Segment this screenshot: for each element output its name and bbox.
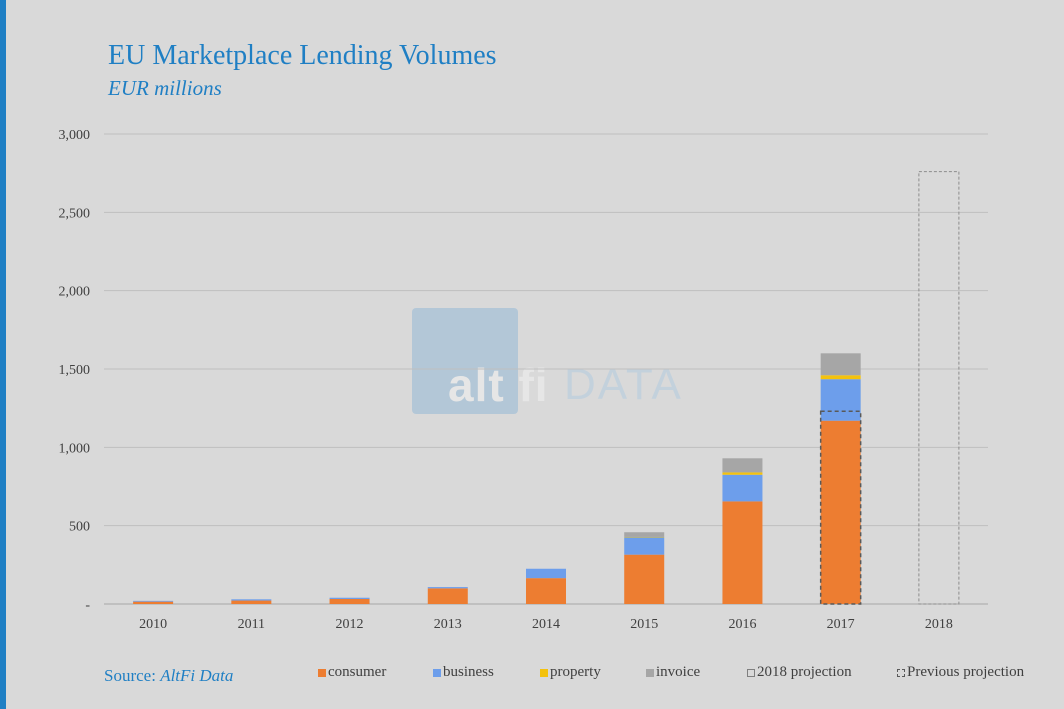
x-axis: 2010 2011 2012 2013 2014 2015 2016 2017 2018 (139, 617, 953, 632)
legend-label-previous-projection: Previous projection (907, 664, 1025, 680)
bar-invoice-2016 (722, 458, 763, 473)
bar-business-2012 (329, 597, 370, 599)
x-tick-label: 2018 (925, 617, 953, 632)
legend-item-consumer: consumer (318, 664, 386, 681)
bar-consumer-2013 (427, 588, 468, 604)
legend-swatch-invoice (646, 668, 654, 677)
bar-invoice-2015 (624, 532, 665, 537)
bar-business-2013 (427, 587, 468, 589)
bar-business-2015 (624, 537, 665, 555)
bar-consumer-2011 (231, 600, 272, 604)
source-note: Source: AltFi Data (104, 666, 233, 686)
y-tick-label: 2,500 (59, 206, 91, 221)
y-axis: - 500 1,000 1,500 2,000 2,500 3,000 (59, 128, 91, 613)
bar-business-2014 (526, 568, 566, 579)
bar-property-2016 (722, 472, 763, 475)
y-tick-label: 500 (69, 520, 90, 535)
legend-label-property: property (550, 664, 601, 680)
legend-item-business: business (433, 664, 494, 681)
bar-business-2017 (820, 379, 861, 421)
bars (133, 171, 960, 605)
legend-item-property: property (540, 664, 601, 681)
bar-consumer-2014 (526, 578, 566, 604)
legend-swatch-consumer (318, 668, 326, 677)
legend: consumer business property invoice 2018 … (0, 664, 1064, 686)
bar-2018-projection (918, 171, 960, 605)
y-tick-label: 2,000 (59, 285, 91, 300)
bar-consumer-2016 (722, 501, 763, 604)
y-tick-label: 1,500 (59, 363, 91, 378)
legend-item-previous-projection: Previous projection (897, 664, 1024, 681)
bar-consumer-2017 (820, 420, 861, 604)
legend-swatch-previous-projection (897, 668, 905, 677)
bar-consumer-2010 (133, 601, 174, 604)
chart-title: EU Marketplace Lending Volumes (108, 40, 497, 71)
bar-property-2017 (820, 375, 861, 380)
bar-consumer-2015 (624, 554, 665, 604)
altfi-data-watermark: alt fi DATA (412, 308, 702, 414)
x-tick-label: 2014 (532, 617, 560, 632)
y-tick-label: 1,000 (59, 441, 91, 456)
legend-swatch-business (433, 668, 441, 677)
left-accent-bar (0, 0, 6, 709)
legend-swatch-2018-projection (747, 668, 755, 677)
legend-label-business: business (443, 664, 494, 680)
watermark-logo-text: alt fi (448, 359, 549, 411)
source-prefix: Source: (104, 666, 161, 685)
bar-business-2016 (722, 474, 763, 502)
legend-label-consumer: consumer (328, 664, 387, 680)
x-tick-label: 2011 (238, 617, 265, 632)
y-tick-label: 3,000 (59, 128, 91, 143)
source-name: AltFi Data (160, 666, 234, 685)
legend-item-2018-projection: 2018 projection (747, 664, 852, 681)
bar-consumer-2012 (329, 598, 370, 604)
x-tick-label: 2012 (336, 617, 364, 632)
legend-label-invoice: invoice (656, 664, 701, 680)
x-tick-label: 2015 (630, 617, 658, 632)
x-tick-label: 2016 (728, 617, 756, 632)
x-tick-label: 2017 (827, 617, 855, 632)
legend-label-2018-projection: 2018 projection (757, 664, 852, 680)
bar-previous-projection (819, 410, 862, 605)
chart-subtitle: EUR millions (108, 76, 222, 100)
bar-business-2011 (231, 599, 272, 601)
watermark-data-text: DATA (564, 360, 683, 409)
x-tick-label: 2013 (434, 617, 462, 632)
bar-business-2010 (133, 600, 174, 602)
legend-item-invoice: invoice (646, 664, 700, 681)
x-tick-label: 2010 (139, 617, 167, 632)
watermark-logo-box (412, 308, 518, 414)
legend-swatch-property (540, 668, 548, 677)
bar-invoice-2017 (820, 353, 861, 376)
y-tick-label: - (85, 598, 90, 613)
